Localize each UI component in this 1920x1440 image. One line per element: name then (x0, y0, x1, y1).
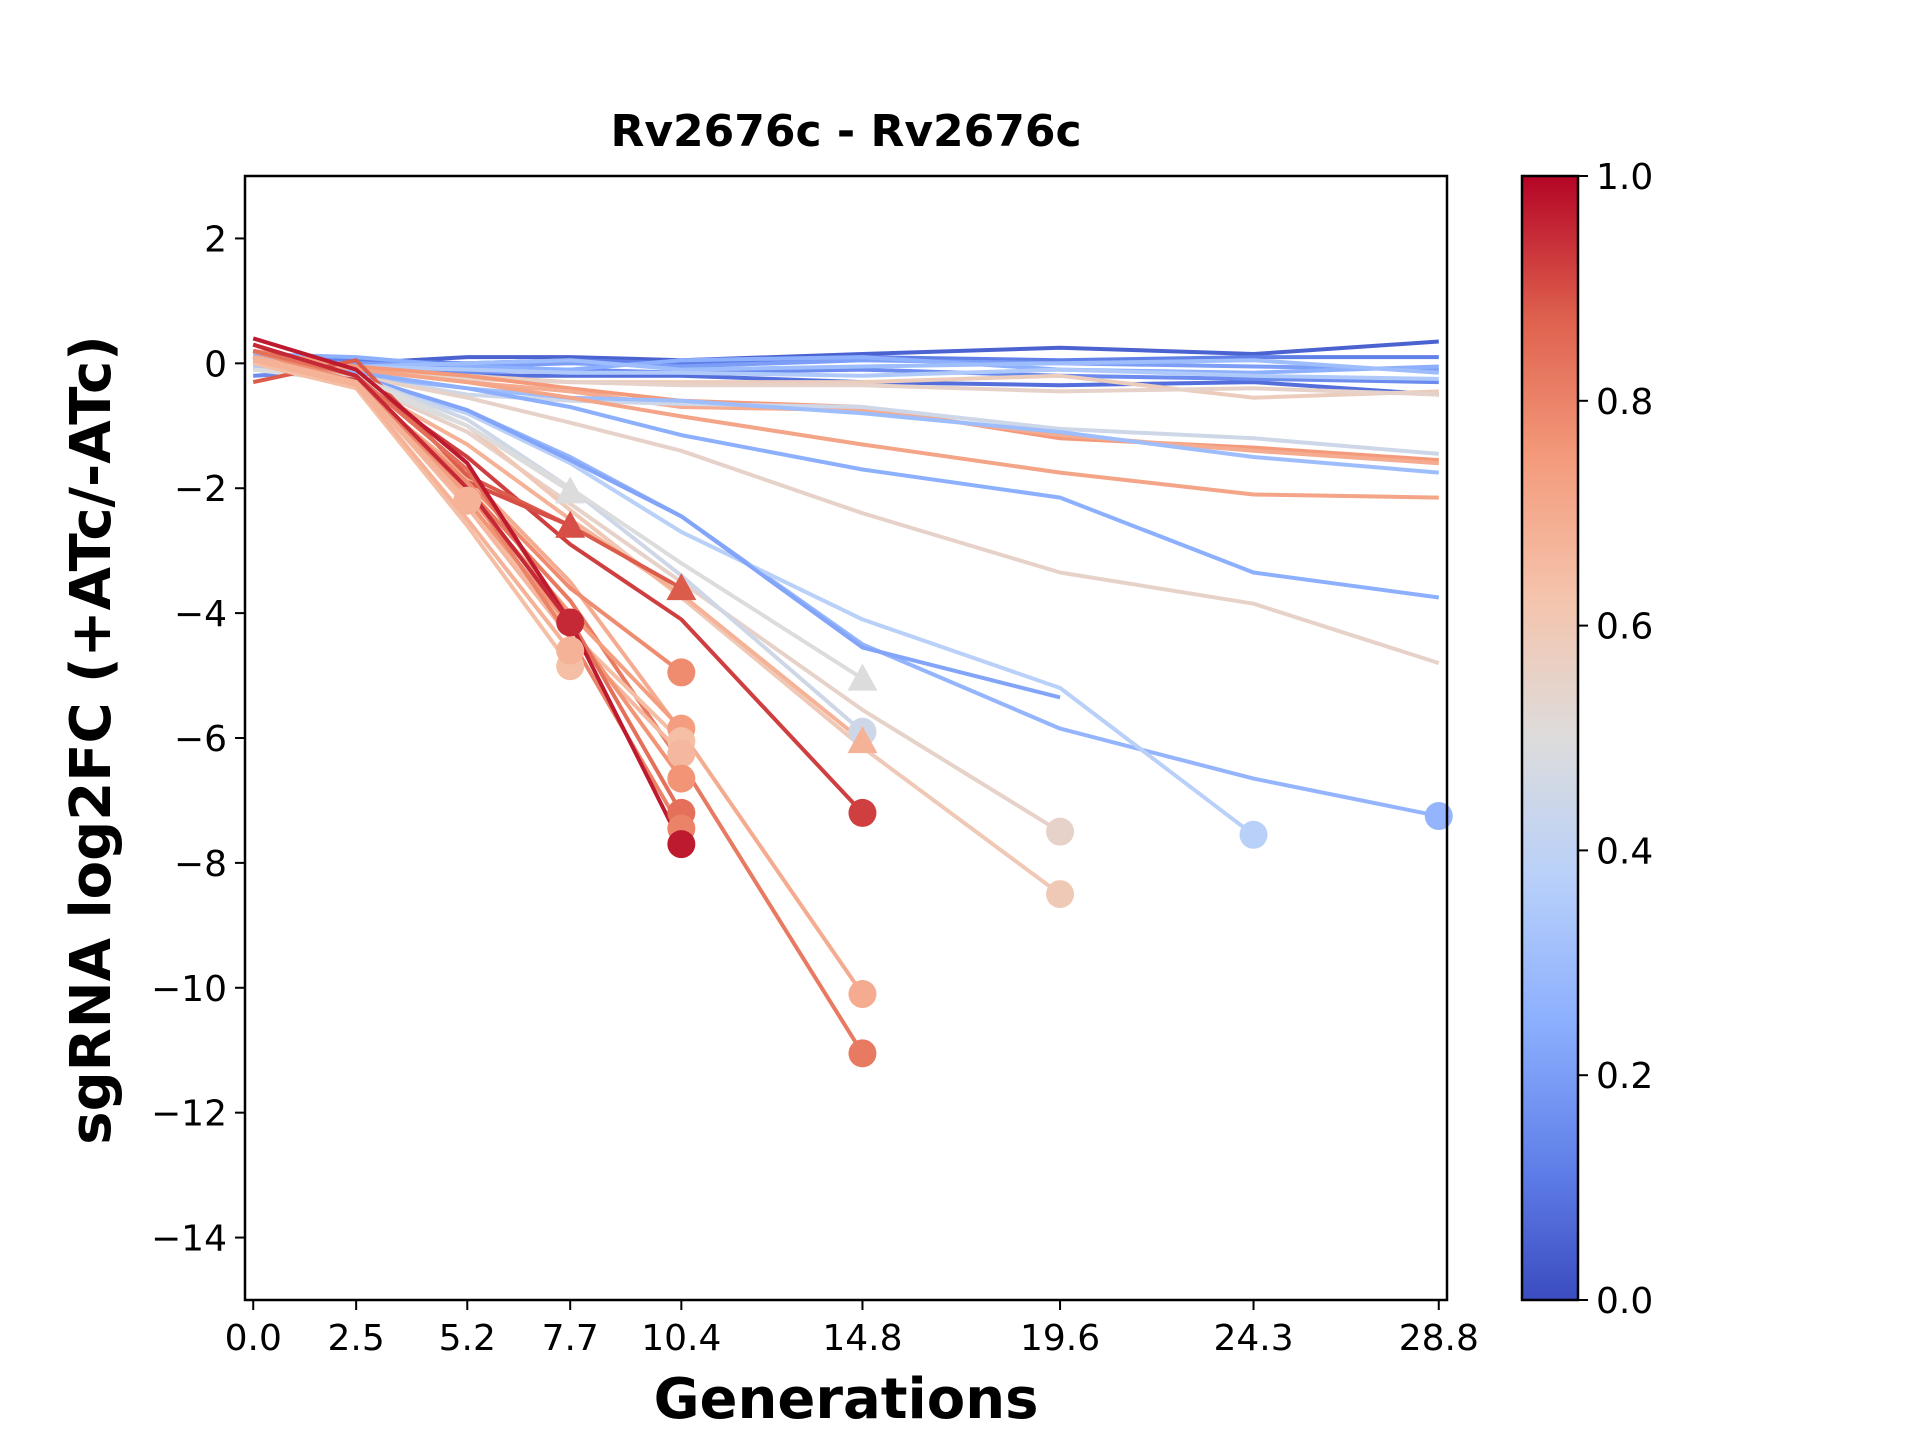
x-tick-label: 24.3 (1213, 1318, 1293, 1359)
series-line-5 (253, 352, 1439, 375)
series-endpoint-30 (555, 510, 586, 538)
series-endpoint-42 (556, 608, 585, 637)
series-line-31 (252, 348, 683, 674)
chart-title: Rv2676c - Rv2676c (610, 106, 1081, 157)
series-line-42 (252, 342, 572, 624)
series-endpoint-41 (556, 636, 585, 665)
x-axis-label: Generations (654, 1367, 1039, 1432)
series-line-14 (252, 355, 1439, 500)
series-endpoint-28 (666, 573, 697, 601)
y-tick-label: −10 (151, 969, 227, 1010)
x-tick-label: 14.8 (822, 1318, 902, 1359)
series-endpoint-26 (848, 980, 877, 1009)
series-endpoint-23 (847, 663, 878, 691)
x-tick-label: 19.6 (1020, 1318, 1100, 1359)
y-tick-label: −14 (151, 1219, 227, 1260)
series-line-38 (252, 336, 684, 846)
series-layer (252, 336, 1440, 1055)
colorbar-tick-label: 1.0 (1596, 157, 1653, 198)
x-tick-label: 10.4 (641, 1318, 721, 1359)
series-line-15 (253, 361, 1440, 600)
series-endpoint-39 (453, 486, 482, 515)
series-line-20 (252, 361, 1062, 834)
series-endpoint-29 (555, 476, 586, 504)
x-tick-label: 0.0 (225, 1318, 282, 1359)
series-endpoint-24 (847, 726, 878, 754)
series-endpoint-18 (1239, 820, 1268, 849)
colorbar-tick-label: 0.8 (1596, 382, 1653, 423)
series-line-40 (252, 361, 572, 668)
x-tick-label: 28.8 (1399, 1318, 1479, 1359)
series-line-24 (252, 355, 864, 743)
series-line-16 (252, 361, 1440, 666)
y-tick-label: −8 (174, 844, 227, 885)
colorbar-tick-label: 0.0 (1596, 1281, 1653, 1322)
x-tick-label: 5.2 (439, 1318, 496, 1359)
plot-frame (243, 174, 1449, 1302)
series-line-41 (252, 358, 572, 652)
x-tick-label: 2.5 (328, 1318, 385, 1359)
y-axis: 2 0 −2 −4 −6 −8 −10 −12 −14 (151, 219, 245, 1260)
colorbar (1520, 174, 1580, 1302)
series-line-13 (252, 361, 1439, 475)
series-line-6 (253, 358, 1439, 375)
colorbar-axis: 0.0 0.2 0.4 0.6 0.8 1.0 (1578, 157, 1653, 1322)
y-tick-label: −2 (174, 469, 227, 510)
y-tick-label: −4 (174, 594, 227, 635)
x-axis: 0.0 2.5 5.2 7.7 10.4 14.8 19.6 24.3 28.8 (225, 1300, 1479, 1359)
series-endpoint-27 (848, 1039, 877, 1068)
colorbar-tick-label: 0.6 (1596, 607, 1653, 648)
colorbar-tick-label: 0.2 (1596, 1056, 1653, 1097)
series-line-7 (253, 364, 1439, 381)
series-endpoint-35 (667, 764, 696, 793)
y-tick-label: −6 (174, 719, 227, 760)
series-endpoint-25 (848, 798, 877, 827)
y-tick-label: −12 (151, 1094, 227, 1135)
series-endpoint-17 (1424, 802, 1453, 831)
series-endpoint-20 (1046, 817, 1075, 846)
series-line-21 (252, 355, 1062, 896)
series-endpoint-31 (667, 658, 696, 687)
series-endpoint-21 (1046, 880, 1075, 909)
colorbar-tick-label: 0.4 (1596, 831, 1653, 872)
x-tick-label: 7.7 (542, 1318, 599, 1359)
series-line-39 (252, 355, 469, 503)
series-endpoint-38 (667, 830, 696, 859)
y-tick-label: 2 (204, 219, 227, 260)
marker-layer (453, 476, 1453, 1068)
series-line-27 (252, 355, 865, 1055)
y-axis-label: sgRNA log2FC (+ATc/-ATc) (59, 335, 124, 1145)
series-endpoint-34 (667, 739, 696, 768)
y-tick-label: 0 (204, 344, 227, 385)
